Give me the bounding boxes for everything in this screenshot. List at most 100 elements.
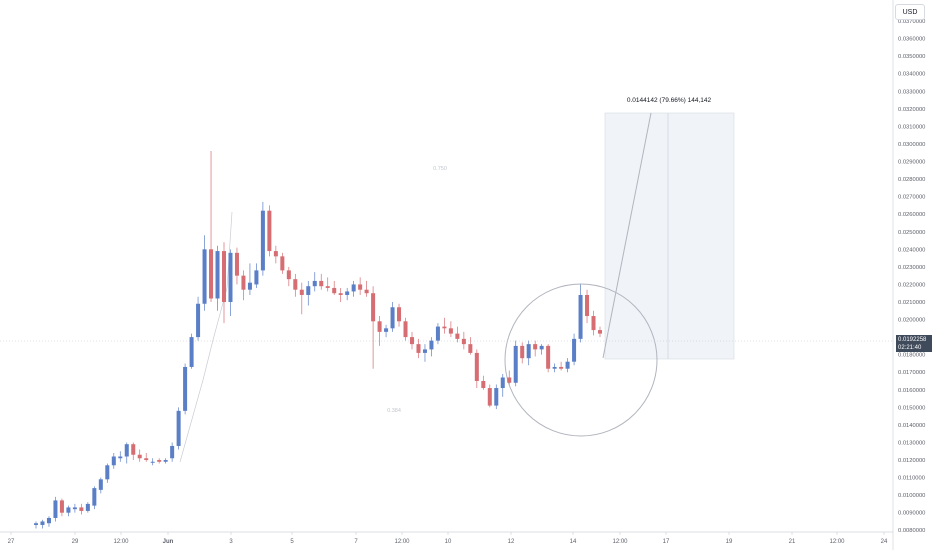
price-tick-label: 0.0340000 [898, 72, 925, 78]
drawings-under-layer [0, 112, 893, 463]
candle [397, 303, 402, 327]
candle [507, 370, 512, 385]
candle [150, 458, 155, 466]
time-tick-label: 24 [881, 539, 888, 545]
candle [234, 247, 239, 285]
candle-body [591, 316, 596, 331]
candle [98, 477, 103, 494]
candle [358, 277, 363, 295]
candle-body [221, 251, 227, 302]
candle [487, 384, 492, 408]
price-axis[interactable]: 0.0080000 0.0090000 0.0100000 0.0110000 0.01… [898, 19, 925, 534]
candle [448, 321, 453, 338]
candle [72, 503, 77, 513]
annotation-upper: 0.750 [433, 166, 447, 172]
focus-circle[interactable] [504, 283, 658, 437]
candle-body [286, 270, 291, 280]
candle-body [183, 366, 188, 411]
time-tick-label: 5 [290, 539, 294, 545]
price-tick-label: 0.0200000 [898, 318, 925, 324]
candle [591, 310, 596, 336]
candle [92, 486, 97, 510]
price-tick-label: 0.0300000 [898, 142, 925, 148]
candle-body [137, 454, 142, 459]
candle-body [455, 333, 460, 339]
price-tick-label: 0.0170000 [898, 370, 925, 376]
current-price-value: 0.0192258 [898, 337, 927, 343]
candle-body [163, 460, 168, 462]
candle [539, 344, 544, 355]
candle-body [234, 252, 239, 276]
price-range-box[interactable] [604, 112, 735, 360]
candle [338, 287, 343, 302]
candle-body [306, 286, 311, 295]
price-tick-label: 0.0160000 [898, 388, 925, 394]
candle [163, 458, 168, 464]
candle [559, 361, 564, 371]
candle [228, 249, 233, 317]
candle-body [124, 444, 129, 457]
candle [260, 201, 265, 276]
candle-body [442, 326, 447, 329]
candle [403, 317, 408, 341]
candles-layer [33, 150, 603, 529]
price-tick-label: 0.0130000 [898, 440, 925, 446]
candle [435, 323, 440, 345]
candle [500, 373, 505, 397]
candle-body [325, 286, 330, 288]
candle [332, 280, 337, 295]
price-tick-label: 0.0310000 [898, 124, 925, 130]
candle-body [552, 366, 557, 369]
candle [312, 272, 317, 292]
price-tick-label: 0.0220000 [898, 282, 925, 288]
price-tick-label: 0.0350000 [898, 54, 925, 60]
candle [494, 384, 499, 410]
price-tick-label: 0.0210000 [898, 300, 925, 306]
candle [306, 280, 311, 306]
time-tick-label: 3 [229, 539, 233, 545]
candle-body [72, 507, 77, 510]
candle-body [33, 523, 39, 525]
candle [111, 452, 116, 469]
candle-body [578, 294, 583, 339]
candle-body [364, 289, 369, 294]
candle [364, 280, 369, 297]
price-tick-label: 0.0120000 [898, 458, 925, 464]
price-tick-label: 0.0280000 [898, 177, 925, 183]
candle [144, 452, 149, 462]
candle [209, 150, 214, 302]
candle [170, 442, 175, 462]
candle [137, 449, 142, 462]
price-tick-label: 0.0330000 [898, 89, 925, 95]
candle-body [312, 280, 317, 287]
candle [409, 331, 415, 350]
candle [273, 245, 278, 264]
candle-body [513, 345, 518, 383]
candle [221, 242, 227, 324]
price-tick-label: 0.0090000 [898, 511, 925, 517]
candle-body [572, 338, 577, 362]
candle-body [533, 344, 538, 350]
currency-button[interactable]: USD [895, 4, 925, 20]
candle-body [150, 461, 155, 463]
candle-body [196, 303, 201, 338]
time-axis[interactable]: 27 29 12:00 Jun 3 5 7 12:00 10 12 14 12:00 17 19 21 12:… [8, 532, 888, 545]
candle-body [66, 507, 71, 513]
time-tick-label: 29 [72, 539, 79, 545]
price-tick-label: 0.0230000 [898, 265, 925, 271]
candle [176, 407, 181, 450]
candle-body [53, 500, 58, 518]
candle [474, 349, 479, 389]
price-tick-label: 0.0150000 [898, 405, 925, 411]
price-tick-label: 0.0250000 [898, 230, 925, 236]
candle-body [189, 337, 194, 367]
candle [157, 458, 162, 464]
candle [351, 280, 356, 297]
price-tick-label: 0.0240000 [898, 247, 925, 253]
candle-body [299, 289, 304, 295]
candle [546, 344, 551, 373]
candle-body [111, 456, 116, 466]
candle [280, 252, 285, 274]
candle [254, 263, 259, 288]
